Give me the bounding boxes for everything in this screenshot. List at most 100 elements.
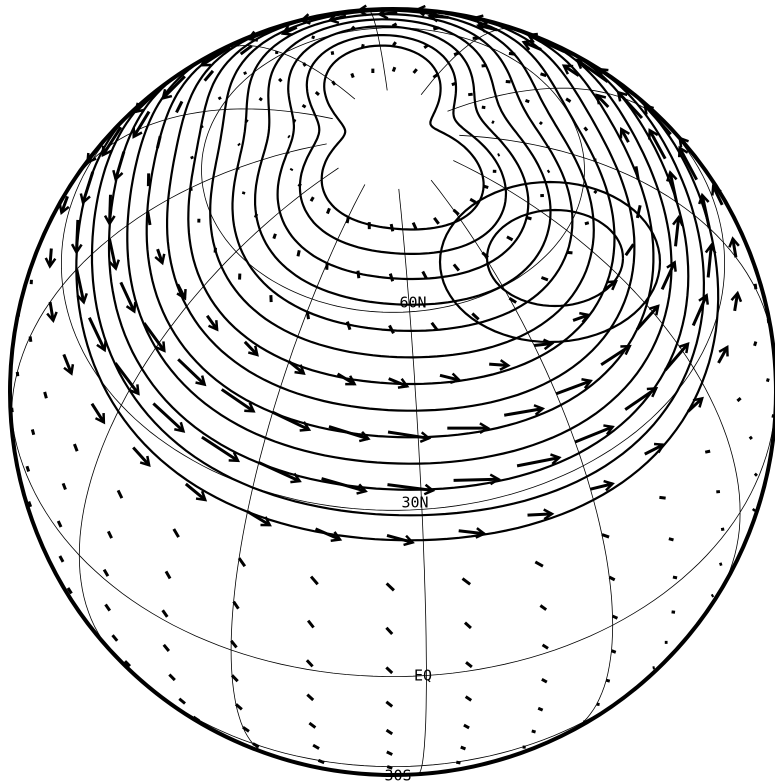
wind-arrow [423, 43, 429, 49]
wind-arrow [330, 51, 335, 56]
arrow-head [698, 293, 709, 305]
wind-arrow [619, 128, 630, 143]
arrow-head [58, 203, 70, 215]
wind-arrow [329, 14, 347, 22]
wind-arrow [432, 73, 439, 79]
wind-arrow [132, 110, 151, 138]
wind-arrow [66, 587, 73, 595]
wind-arrow [439, 373, 460, 382]
wind-arrow [710, 593, 715, 598]
wind-arrow [161, 75, 186, 100]
wind-arrow [601, 533, 610, 539]
wind-arrow [132, 446, 151, 467]
wind-arrow [385, 666, 394, 675]
arrow-head [356, 483, 368, 495]
wind-arrow [388, 324, 395, 335]
wind-arrow [230, 639, 238, 649]
arrow-head [290, 472, 302, 484]
wind-arrow [306, 619, 315, 629]
arrow-head [125, 302, 137, 314]
contour [298, 34, 508, 255]
arrow-head [139, 455, 151, 467]
wind-arrow [331, 80, 337, 86]
meridian [430, 179, 614, 732]
arrow-head [345, 375, 357, 386]
wind-arrow [527, 512, 553, 517]
wind-arrow [538, 121, 543, 126]
arrow-head [648, 304, 660, 316]
wind-arrow [704, 449, 711, 454]
wind-arrow [199, 124, 204, 129]
latitude-label: 30S [384, 767, 411, 784]
wind-arrow [287, 134, 291, 139]
wind-arrow [593, 189, 598, 194]
meridian [398, 188, 427, 775]
wind-arrow [177, 358, 206, 386]
wind-arrow [465, 661, 473, 669]
arrow-head [299, 421, 312, 432]
wind-arrow [220, 388, 255, 413]
meridian [368, 9, 388, 91]
wind-arrow [753, 472, 758, 477]
wind-arrow [463, 621, 472, 630]
wind-arrow [108, 194, 112, 224]
wind-arrow [305, 659, 314, 668]
arrow-head [543, 508, 555, 521]
wind-arrow [43, 391, 48, 399]
wind-arrow [451, 81, 458, 87]
wind-arrow [643, 104, 672, 136]
arrow-head [521, 39, 534, 51]
wind-arrow [534, 560, 544, 568]
wind-arrow [321, 477, 366, 493]
contour [187, 7, 616, 386]
arrow-head [327, 12, 340, 25]
wind-arrow [161, 609, 169, 618]
arrow-head [666, 260, 677, 272]
wind-arrow [272, 233, 277, 240]
contour [254, 18, 552, 306]
wind-arrow [30, 429, 36, 436]
wind-arrow [142, 322, 166, 352]
arrow-head [195, 490, 208, 502]
wind-arrow [565, 97, 572, 103]
latitude-label: 30N [401, 494, 428, 512]
wind-arrow [230, 674, 239, 683]
wind-arrow [119, 281, 136, 313]
contour [485, 208, 625, 308]
wind-arrow [317, 758, 325, 765]
wind-arrow [114, 362, 140, 395]
wind-arrow [243, 340, 259, 356]
arrow-head [294, 364, 306, 375]
wind-arrow [246, 510, 271, 527]
arrow-head [174, 421, 186, 433]
wind-arrow [572, 313, 589, 322]
arrow-head [419, 431, 432, 443]
wind-arrow [634, 166, 640, 180]
wind-arrow [471, 312, 480, 321]
wind-arrow [201, 435, 239, 463]
arrow-head [247, 345, 259, 357]
wind-arrow [635, 204, 642, 219]
contour [209, 9, 595, 359]
wind-arrow [289, 167, 294, 172]
arrow-head [672, 214, 684, 227]
arrow-head [666, 170, 678, 182]
arrow-head [112, 169, 124, 182]
wind-arrow [516, 456, 560, 468]
contour [90, 67, 706, 517]
arrow-head [330, 531, 343, 542]
wind-arrow [56, 520, 63, 528]
wind-arrow [309, 575, 319, 586]
wind-arrow [497, 153, 501, 157]
wind-arrow [388, 377, 408, 388]
wind-arrow [672, 575, 678, 580]
contour [126, 35, 673, 465]
wind-arrow [350, 25, 356, 31]
wind-arrow [205, 314, 219, 331]
wind-arrow [234, 703, 243, 711]
wind-arrow [624, 243, 635, 257]
arrow-head [698, 192, 710, 205]
arrow-head [595, 93, 607, 105]
wind-arrow [386, 750, 393, 756]
wind-arrow [546, 169, 551, 174]
